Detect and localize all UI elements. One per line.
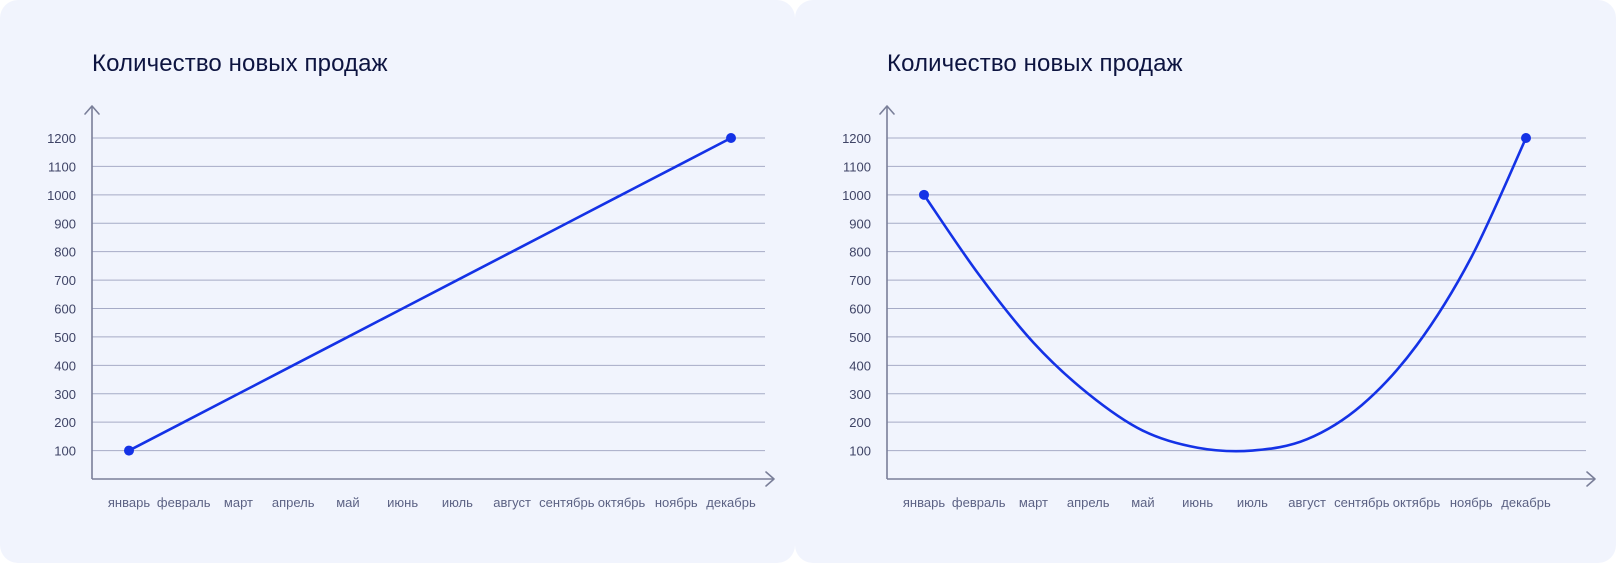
y-tick-label: 1100 xyxy=(48,159,76,174)
y-tick-label: 800 xyxy=(849,245,871,260)
y-tick-label: 400 xyxy=(849,358,871,373)
x-tick-label: октябрь xyxy=(598,495,646,510)
y-tick-label: 600 xyxy=(849,302,871,317)
x-tick-label: февраль xyxy=(952,495,1006,510)
x-tick-label: сентябрь xyxy=(539,495,595,510)
x-tick-label: август xyxy=(493,495,531,510)
y-tick-label: 200 xyxy=(54,415,76,430)
y-tick-label: 500 xyxy=(54,330,76,345)
x-tick-label: май xyxy=(1131,495,1154,510)
y-tick-label: 100 xyxy=(849,444,871,459)
chart-title: Количество новых продаж xyxy=(887,50,1183,77)
start-point-marker xyxy=(124,445,134,456)
y-tick-label: 1200 xyxy=(842,131,871,146)
x-axis-arrow xyxy=(765,471,775,487)
line-chart-curved: 100 200 300 400 500 600 700 800 900 1000 1100 1200 я… xyxy=(842,105,1596,510)
y-tick-label: 900 xyxy=(849,216,871,231)
y-axis-arrow xyxy=(84,105,100,115)
x-tick-label: август xyxy=(1288,495,1326,510)
y-tick-label: 100 xyxy=(54,444,76,459)
y-tick-label: 1200 xyxy=(47,131,76,146)
x-tick-label: сентябрь xyxy=(1334,495,1390,510)
y-tick-label: 800 xyxy=(54,245,76,260)
x-tick-label: май xyxy=(336,495,359,510)
x-tick-label: июль xyxy=(442,495,473,510)
x-tick-label: ноябрь xyxy=(1450,495,1493,510)
x-tick-label: июнь xyxy=(387,495,418,510)
y-tick-label: 700 xyxy=(54,273,76,288)
start-point-marker xyxy=(919,189,929,200)
x-tick-label: январь xyxy=(108,495,150,510)
x-tick-label: февраль xyxy=(157,495,211,510)
y-tick-label: 600 xyxy=(54,302,76,317)
x-tick-label: декабрь xyxy=(1501,495,1551,510)
x-tick-label: март xyxy=(1019,495,1048,510)
x-tick-label: апрель xyxy=(1067,495,1110,510)
y-tick-label: 1100 xyxy=(843,159,871,174)
chart-title: Количество новых продаж xyxy=(92,50,388,77)
x-tick-label: январь xyxy=(903,495,945,510)
y-tick-label: 500 xyxy=(849,330,871,345)
y-tick-label: 400 xyxy=(54,358,76,373)
chart-panel-linear: Количество новых продаж 100 200 300 400 500 6… xyxy=(0,0,795,563)
chart-panel-curved: Количество новых продаж 100 200 300 400 500 6… xyxy=(795,0,1616,563)
y-axis-arrow xyxy=(879,105,895,115)
x-tick-label: ноябрь xyxy=(655,495,698,510)
x-axis-arrow xyxy=(1586,471,1596,487)
x-tick-label: декабрь xyxy=(706,495,756,510)
x-tick-label: апрель xyxy=(272,495,315,510)
y-tick-label: 1000 xyxy=(47,188,76,203)
series-line xyxy=(922,136,1528,453)
y-tick-label: 300 xyxy=(54,387,76,402)
x-tick-label: июль xyxy=(1237,495,1268,510)
y-tick-label: 200 xyxy=(849,415,871,430)
end-point-marker xyxy=(1521,133,1531,143)
series-line xyxy=(127,136,733,452)
x-tick-label: март xyxy=(224,495,253,510)
y-tick-label: 300 xyxy=(849,387,871,402)
y-tick-label: 700 xyxy=(849,273,871,288)
y-tick-label: 900 xyxy=(54,216,76,231)
end-point-marker xyxy=(726,133,736,143)
x-tick-label: октябрь xyxy=(1393,495,1441,510)
x-tick-label: июнь xyxy=(1182,495,1213,510)
line-chart-linear: 100 200 300 400 500 600 700 800 900 1000 1100 1200 я… xyxy=(47,105,775,510)
y-tick-label: 1000 xyxy=(842,188,871,203)
